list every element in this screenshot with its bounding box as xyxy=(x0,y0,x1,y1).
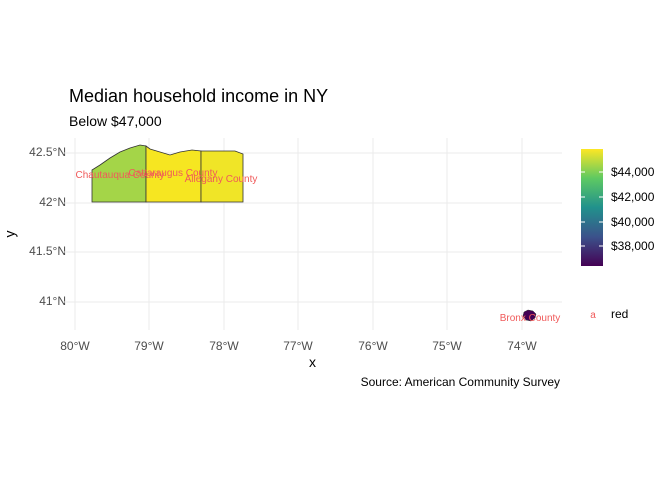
x-tick-label: 80°W xyxy=(60,339,90,353)
chart-caption: Source: American Community Survey xyxy=(360,375,560,389)
legend-key-glyph: a xyxy=(590,310,596,321)
colorbar-label: $38,000 xyxy=(611,239,655,253)
x-axis-label: x xyxy=(309,354,316,370)
colorbar-label: $40,000 xyxy=(611,215,655,229)
county-label: Cattaraugus County xyxy=(129,168,218,179)
x-tick-label: 75°W xyxy=(432,339,462,353)
y-tick-label: 41°N xyxy=(39,294,66,308)
colorbar-label: $42,000 xyxy=(611,190,655,204)
county-label: Allegany County xyxy=(185,174,258,185)
county-label: Bronx County xyxy=(500,313,561,324)
county-bronx xyxy=(522,309,537,322)
x-tick-label: 74°W xyxy=(507,339,537,353)
chart-title: Median household income in NY xyxy=(69,86,329,106)
county-label: Chautauqua County xyxy=(76,170,165,181)
chart-subtitle: Below $47,000 xyxy=(69,113,162,129)
x-tick-label: 79°W xyxy=(134,339,164,353)
y-tick-label: 41.5°N xyxy=(29,244,66,258)
colorbar-label: $44,000 xyxy=(611,165,655,179)
x-tick-label: 78°W xyxy=(209,339,239,353)
x-tick-label: 76°W xyxy=(358,339,388,353)
gridlines xyxy=(63,138,562,330)
legend-key-label: red xyxy=(611,307,629,321)
y-tick-label: 42.5°N xyxy=(29,145,66,159)
county-allegany xyxy=(200,150,244,203)
colorbar xyxy=(581,149,603,266)
x-tick-label: 77°W xyxy=(283,339,313,353)
y-tick-label: 42°N xyxy=(39,195,66,209)
county-cattaraugus xyxy=(145,145,202,203)
